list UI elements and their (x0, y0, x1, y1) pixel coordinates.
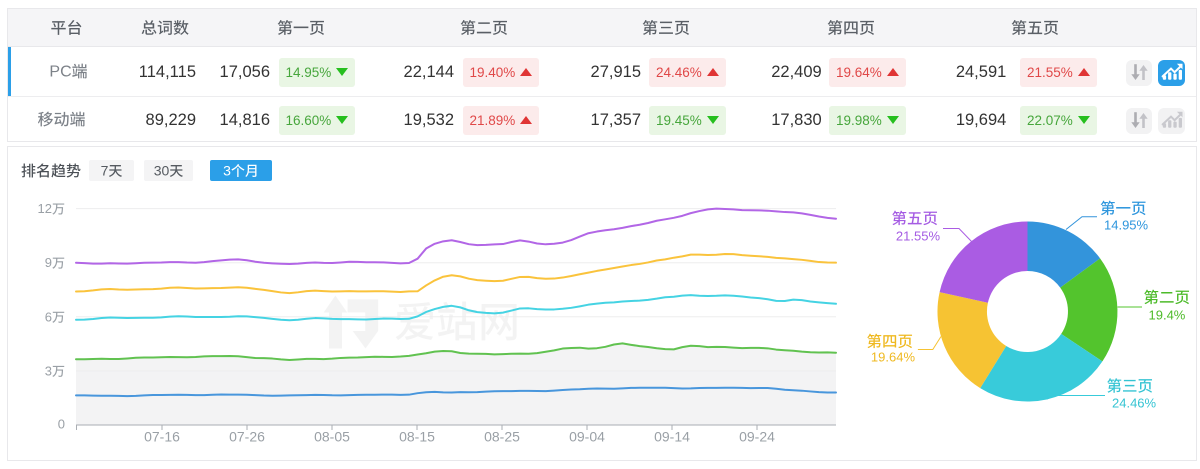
svg-text:08-25: 08-25 (484, 429, 520, 445)
svg-text:17,357: 17,357 (591, 111, 641, 129)
svg-text:14,816: 14,816 (220, 111, 270, 129)
svg-text:17,056: 17,056 (220, 63, 270, 81)
svg-text:09-24: 09-24 (739, 429, 775, 445)
svg-text:3: 3 (45, 363, 52, 378)
svg-text:89,229: 89,229 (146, 111, 196, 129)
svg-text:17,830: 17,830 (771, 111, 821, 129)
svg-text:0: 0 (58, 417, 65, 432)
svg-text:09-04: 09-04 (569, 429, 605, 445)
svg-text:14.95%: 14.95% (1104, 218, 1149, 233)
svg-text:PC: PC (49, 64, 71, 81)
svg-text:30: 30 (154, 162, 170, 178)
svg-text:19.64%: 19.64% (871, 350, 916, 365)
svg-text:08-15: 08-15 (399, 429, 435, 445)
svg-text:6: 6 (45, 309, 52, 324)
svg-text:7: 7 (101, 162, 109, 178)
svg-text:12: 12 (38, 201, 52, 216)
svg-text:19,532: 19,532 (404, 111, 454, 129)
svg-text:24.46%: 24.46% (1112, 396, 1157, 411)
svg-text:3: 3 (223, 162, 231, 178)
svg-text:19,694: 19,694 (956, 111, 1006, 129)
svg-text:24,591: 24,591 (956, 63, 1006, 81)
svg-text:22,409: 22,409 (771, 63, 821, 81)
svg-text:9: 9 (45, 255, 52, 270)
svg-text:114,115: 114,115 (139, 63, 196, 81)
svg-text:19.4%: 19.4% (1149, 308, 1186, 323)
svg-text:21.55%: 21.55% (896, 229, 941, 244)
svg-text:07-16: 07-16 (144, 429, 180, 445)
svg-text:27,915: 27,915 (591, 63, 641, 81)
svg-text:09-14: 09-14 (654, 429, 690, 445)
svg-text:22,144: 22,144 (404, 63, 454, 81)
svg-text:08-05: 08-05 (314, 429, 350, 445)
svg-text:07-26: 07-26 (229, 429, 265, 445)
